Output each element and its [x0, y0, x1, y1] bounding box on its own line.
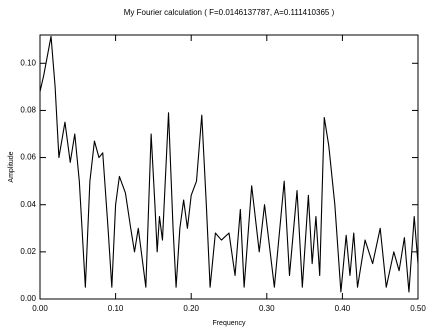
- x-axis-label: Frequency: [212, 320, 246, 327]
- plot-frame: [39, 34, 419, 300]
- y-tick-label: 0.10: [20, 58, 36, 67]
- x-tick-label: 0.30: [259, 304, 275, 313]
- line-series: [39, 35, 419, 293]
- x-tick-label: 0.10: [108, 304, 124, 313]
- y-tick-label: 0.06: [20, 153, 36, 162]
- x-tick-label: 0.20: [183, 304, 199, 313]
- y-tick-label: 0.00: [20, 294, 36, 303]
- y-tick-label: 0.04: [20, 200, 36, 209]
- x-tick-label: 0.40: [335, 304, 351, 313]
- y-tick-label: 0.08: [20, 106, 36, 115]
- y-axis-label: Amplitude: [8, 151, 15, 182]
- x-tick-label: 0.00: [32, 304, 48, 313]
- y-tick-label: 0.02: [20, 247, 36, 256]
- x-tick-label: 0.50: [410, 304, 426, 313]
- chart-title: My Fourier calculation ( F=0.0146137787,…: [124, 8, 335, 17]
